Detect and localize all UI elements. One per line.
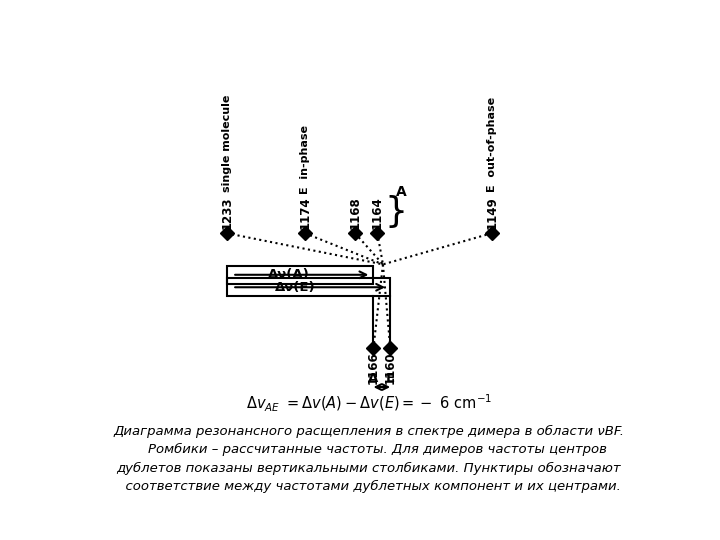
Text: 1174: 1174	[298, 197, 311, 229]
Text: }: }	[384, 195, 408, 230]
Text: 1160: 1160	[384, 352, 397, 384]
Text: E  out-of-phase: E out-of-phase	[487, 97, 497, 192]
Text: single molecule: single molecule	[222, 94, 232, 192]
Text: E: E	[386, 372, 395, 385]
Text: Δν(A): Δν(A)	[267, 268, 309, 281]
Text: Δν(E): Δν(E)	[275, 281, 315, 294]
Text: E  in-phase: E in-phase	[300, 125, 310, 194]
Text: 1233: 1233	[220, 197, 233, 229]
Text: 1166: 1166	[367, 352, 380, 384]
Bar	[227, 266, 374, 284]
Bar	[227, 278, 390, 296]
Text: 1168: 1168	[348, 197, 361, 229]
Text: A: A	[369, 372, 379, 385]
Text: $\Delta v_{AE}$ $= \Delta v(A) - \Delta v(E) = -\ 6\ \mathrm{cm}^{-1}$: $\Delta v_{AE}$ $= \Delta v(A) - \Delta …	[246, 393, 492, 414]
Text: 1164: 1164	[371, 197, 384, 229]
Text: Диаграмма резонансного расщепления в спектре димера в области νBF.
    Ромбики –: Диаграмма резонансного расщепления в спе…	[114, 424, 624, 494]
Text: 1149: 1149	[485, 197, 498, 229]
Text: A: A	[396, 185, 407, 199]
